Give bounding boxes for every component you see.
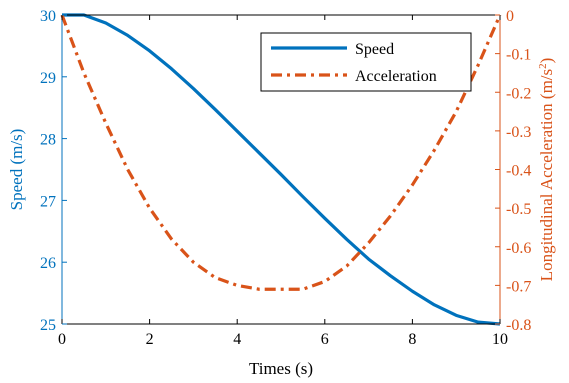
y-right-tick-label: -0.5	[506, 201, 531, 218]
x-tick-label: 2	[146, 331, 154, 348]
axes-layer	[61, 14, 501, 325]
y-left-tick-label: 28	[40, 132, 56, 149]
y-left-tick-label: 26	[40, 255, 56, 272]
series-line-speed	[62, 13, 501, 326]
y-left-tick-label: 25	[40, 317, 56, 334]
x-tick-label: 10	[492, 331, 508, 348]
legend: Speed Acceleration	[260, 32, 472, 92]
y-left-tick-label: 29	[40, 70, 56, 87]
y-right-tick-label: -0.7	[506, 278, 531, 295]
y-left-tick-label: 30	[40, 8, 56, 25]
series-layer	[60, 13, 502, 326]
y-right-tick-label: -0.2	[506, 85, 531, 102]
y-right-axis-title: Longitudinal Acceleration (m/s2)	[537, 58, 556, 282]
legend-box	[260, 32, 472, 92]
y-right-tick-label: -0.3	[506, 124, 531, 141]
legend-label-speed: Speed	[355, 41, 394, 58]
y-right-axis-title-exponent: 2	[537, 63, 549, 69]
y-right-tick-label: -0.8	[506, 317, 531, 334]
y-right-tick-label: -0.1	[506, 47, 531, 64]
x-tick-label: 4	[233, 331, 241, 348]
ticks-layer: 0 2 4 6 8 10 25 26 27 28 29 30 0 -0.1 -0.2 -0.3 -0.4 -0.5…	[40, 8, 531, 348]
x-tick-label: 6	[321, 331, 329, 348]
x-tick-label: 8	[408, 331, 416, 348]
y-left-axis-title: Speed (m/s)	[7, 129, 26, 211]
y-left-tick-label: 27	[40, 193, 56, 210]
y-right-tick-label: 0	[506, 8, 514, 25]
x-tick-label: 0	[58, 331, 66, 348]
y-right-tick-label: -0.4	[506, 163, 531, 180]
y-right-tick-label: -0.6	[506, 240, 531, 257]
legend-label-acceleration: Acceleration	[355, 68, 437, 85]
x-axis-title: Times (s)	[249, 359, 313, 378]
series-line-acceleration	[60, 14, 502, 291]
y-right-axis-title-suffix: )	[537, 58, 556, 64]
y-right-axis-title-main: Longitudinal Acceleration (m/s	[537, 69, 556, 281]
